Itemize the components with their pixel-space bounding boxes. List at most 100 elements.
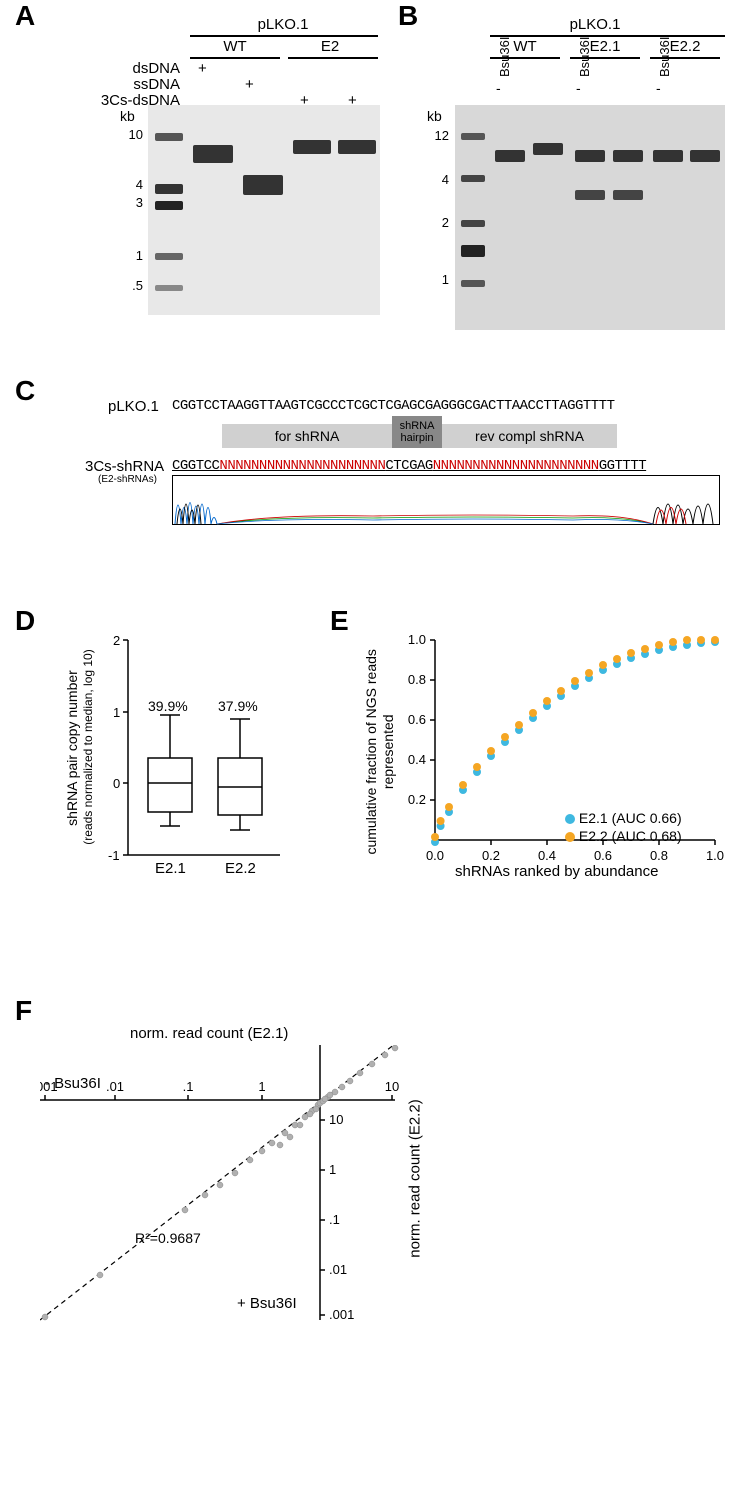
band [613, 150, 643, 162]
svg-text:1: 1 [258, 1079, 265, 1094]
svg-text:.001: .001 [40, 1079, 58, 1094]
ladder-band [155, 285, 183, 291]
panel-e-xlabel: shRNAs ranked by abundance [455, 863, 658, 880]
d-ytick-2: 1 [113, 705, 120, 720]
d-ytick-3: 2 [113, 633, 120, 648]
ladder-10: 10 [118, 127, 143, 142]
panel-d-ylabel1: shRNA pair copy number [64, 628, 80, 868]
svg-text:.01: .01 [106, 1079, 124, 1094]
plko-label: pLKO.1 [108, 398, 159, 415]
panel-b-title: pLKO.1 [515, 16, 675, 33]
bracket [490, 35, 725, 37]
panel-e-chart: 0.00.20.40.60.81.00.20.40.60.81.0 [400, 625, 730, 885]
panel-d-label: D [15, 605, 35, 637]
svg-text:10: 10 [329, 1112, 343, 1127]
kb-label-a: kb [120, 108, 135, 124]
svg-text:1: 1 [329, 1162, 336, 1177]
legend-e21-label: E2.1 (AUC 0.66) [579, 810, 682, 826]
cs-sequence: CGGTCCNNNNNNNNNNNNNNNNNNNNNCTCGAGNNNNNNN… [172, 458, 646, 474]
svg-text:0.2: 0.2 [408, 792, 426, 807]
svg-text:.1: .1 [329, 1212, 340, 1227]
panel-e-label: E [330, 605, 349, 637]
svg-text:0.4: 0.4 [408, 752, 426, 767]
legend-e22-label: E2.2 (AUC 0.68) [579, 828, 682, 844]
ladder-3: 3 [118, 195, 143, 210]
d-pct-2: 37.9% [218, 698, 258, 714]
d-ytick-1: 0 [113, 776, 120, 791]
bracket [190, 57, 280, 59]
svg-text:.001: .001 [329, 1307, 354, 1322]
svg-text:0.4: 0.4 [538, 848, 556, 863]
gel-b-image [455, 105, 725, 330]
band [243, 175, 283, 195]
legend-e21: E2.1 (AUC 0.66) [565, 810, 682, 826]
legend-dot-icon [565, 832, 575, 842]
band [653, 150, 683, 162]
svg-text:0.6: 0.6 [408, 712, 426, 727]
svg-text:0.6: 0.6 [594, 848, 612, 863]
d-ytick-0: -1 [108, 848, 120, 863]
ladder-1: 1 [118, 248, 143, 263]
svg-text:0.2: 0.2 [482, 848, 500, 863]
band [495, 150, 525, 162]
svg-text:.1: .1 [183, 1079, 194, 1094]
ladder-band [155, 184, 183, 194]
band [690, 150, 720, 162]
cs-sublabel: (E2-shRNAs) [98, 474, 157, 485]
d-cat-1: E2.1 [155, 860, 186, 877]
ladder-4: 4 [118, 177, 143, 192]
svg-text:1.0: 1.0 [706, 848, 724, 863]
panel-d-ylabel2: (reads normalized to median, log 10) [81, 627, 95, 867]
ladder-b-2: 2 [424, 215, 449, 230]
chromatogram-box [172, 475, 720, 525]
panel-a-label: A [15, 0, 35, 32]
panel-f-scatter: .001 .01 .1 1 10 10 1 .1 .01 .001 [40, 1045, 420, 1365]
panel-a-group-e2: E2 [290, 38, 370, 55]
region-for: for shRNA [222, 424, 392, 448]
ladder-band [155, 201, 183, 210]
panel-d-boxplot [100, 630, 300, 890]
ladder-band [461, 280, 485, 287]
band [338, 140, 376, 154]
lane-bsu-1: Bsu36I [497, 37, 512, 77]
kb-label-b: kb [427, 108, 442, 124]
ladder-b-4: 4 [424, 172, 449, 187]
legend-dot-icon [565, 814, 575, 824]
band [613, 190, 643, 200]
band [293, 140, 331, 154]
lane-bsu-2: Bsu36I [577, 37, 592, 77]
lane-minus-3: - [656, 80, 661, 96]
ladder-band [155, 253, 183, 260]
panel-c-label: C [15, 375, 35, 407]
ladder-b-12: 12 [424, 128, 449, 143]
ladder-band [461, 133, 485, 140]
lane-bsu-3: Bsu36I [657, 37, 672, 77]
row-dsdna: dsDNA [100, 60, 180, 77]
plko-sequence: CGGTCCTAAGGTTAAGTCGCCCTCGCTCGAGCGAGGGCGA… [172, 398, 614, 414]
svg-text:1.0: 1.0 [408, 632, 426, 647]
band [575, 150, 605, 162]
panel-a-group-wt: WT [195, 38, 275, 55]
ladder-band [461, 175, 485, 182]
band [575, 190, 605, 200]
cs-label: 3Cs-shRNA [85, 458, 164, 475]
panel-f-label: F [15, 995, 32, 1027]
figure-container: A pLKO.1 WT E2 dsDNA ssDNA 3Cs-dsDNA + +… [0, 0, 754, 1500]
ladder-band [155, 133, 183, 141]
row-ssdna: ssDNA [100, 76, 180, 93]
panel-f-xlabel: norm. read count (E2.1) [130, 1025, 288, 1042]
svg-text:.01: .01 [329, 1262, 347, 1277]
panel-a-title: pLKO.1 [203, 16, 363, 33]
svg-text:0.0: 0.0 [426, 848, 444, 863]
legend-e22: E2.2 (AUC 0.68) [565, 828, 682, 844]
svg-text:10: 10 [385, 1079, 399, 1094]
lane-minus-1: - [496, 80, 501, 96]
band [533, 143, 563, 155]
plus-1: + [198, 60, 207, 77]
bracket [288, 57, 378, 59]
svg-text:0.8: 0.8 [650, 848, 668, 863]
panel-b-label: B [398, 0, 418, 32]
bracket [190, 35, 378, 37]
gel-a-image [148, 105, 380, 315]
lane-minus-2: - [576, 80, 581, 96]
